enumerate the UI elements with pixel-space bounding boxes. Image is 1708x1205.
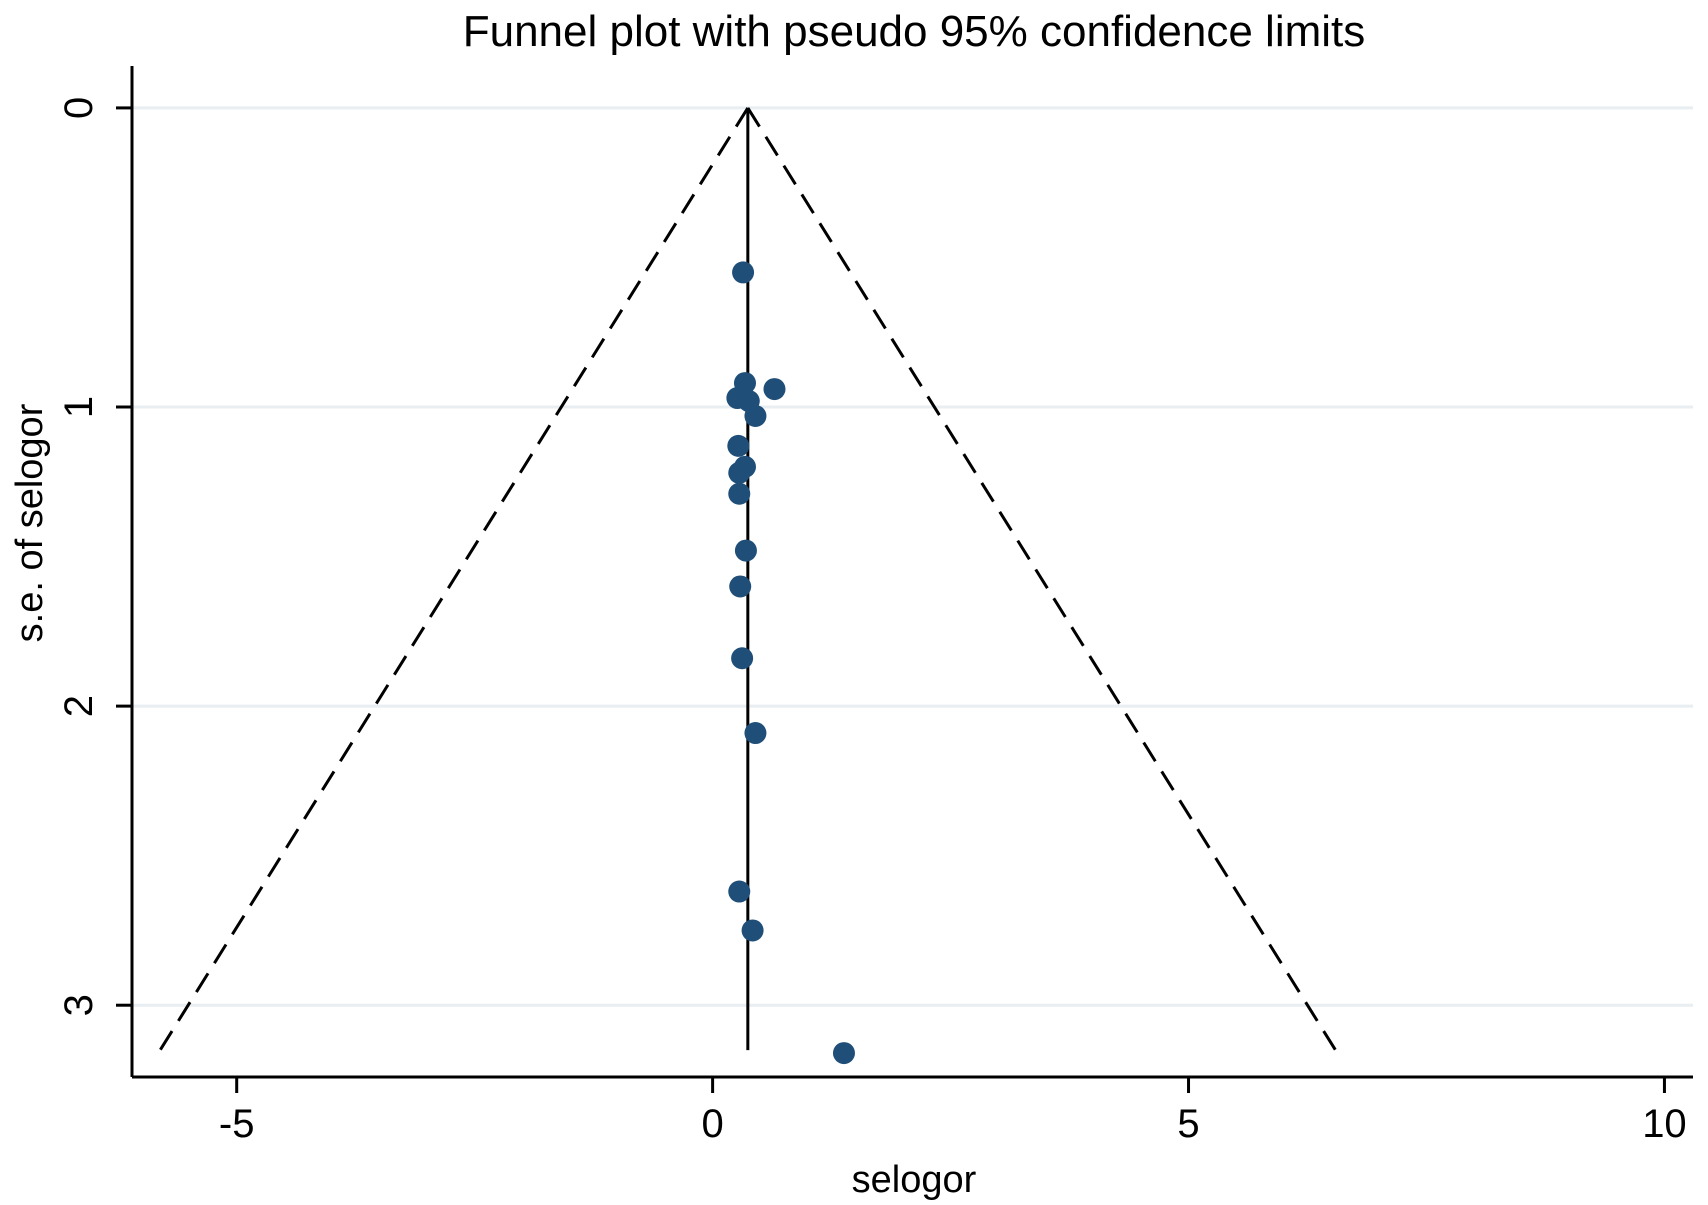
axes: -5 0 5 10 0 1 2 3 — [57, 66, 1693, 1146]
y-tick-label: 2 — [57, 695, 101, 717]
upper-confidence-limit — [746, 107, 1337, 1051]
data-point — [744, 404, 767, 427]
data-point — [728, 482, 751, 505]
chart-title: Funnel plot with pseudo 95% confidence l… — [463, 7, 1366, 56]
y-tick-label: 0 — [57, 97, 101, 119]
x-axis-title: selogor — [852, 1159, 977, 1201]
y-axis-title: s.e. of selogor — [9, 403, 51, 642]
data-point — [734, 539, 757, 562]
data-point — [741, 919, 764, 942]
data-point — [732, 261, 755, 284]
data-point — [728, 880, 751, 903]
data-point — [763, 378, 786, 401]
data-point — [731, 647, 754, 670]
data-point — [727, 434, 750, 457]
data-points — [726, 261, 855, 1065]
data-point — [832, 1042, 855, 1065]
lower-confidence-limit — [158, 107, 750, 1051]
data-point — [728, 461, 751, 484]
y-tick-label: 3 — [57, 994, 101, 1016]
x-tick-label: -5 — [219, 1102, 255, 1146]
x-tick-label: 0 — [701, 1102, 723, 1146]
data-point — [744, 722, 767, 745]
y-tick-label: 1 — [57, 396, 101, 418]
data-point — [729, 575, 752, 598]
x-tick-label: 10 — [1642, 1102, 1687, 1146]
x-tick-label: 5 — [1177, 1102, 1199, 1146]
gridlines — [132, 106, 1693, 1007]
